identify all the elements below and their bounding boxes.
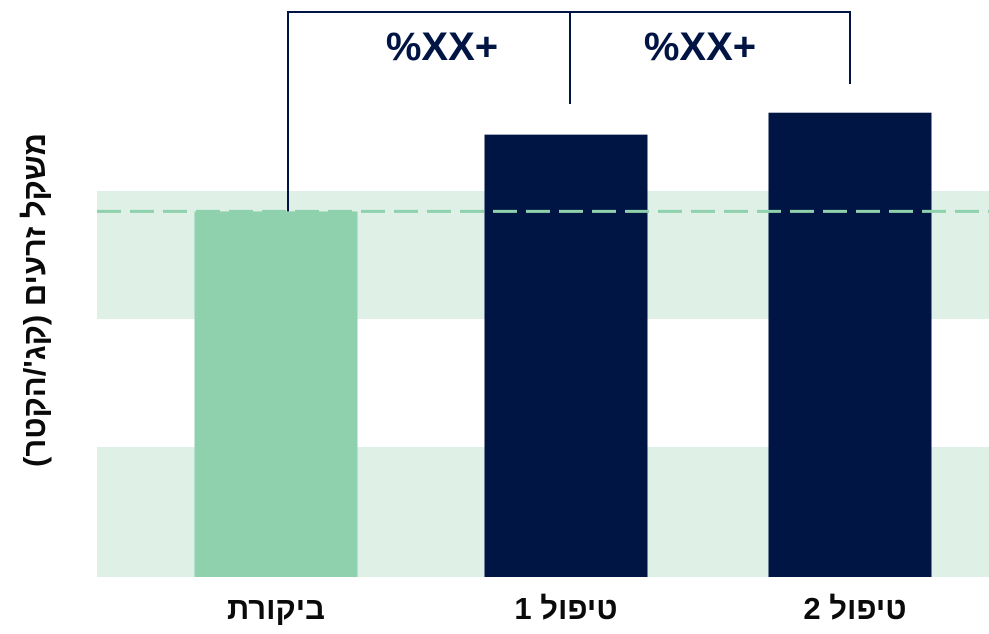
x-tick-label: ביקורת	[227, 591, 325, 626]
bar-treatment-1	[484, 134, 648, 577]
y-axis-label: משקל זרעים (קג'/הקטר)	[17, 133, 52, 467]
x-tick-label: טיפול 2	[803, 591, 906, 626]
annotation-label: %XX+	[386, 25, 498, 69]
x-tick-label: טיפול 1	[514, 591, 617, 626]
chart-labels: משקל זרעים (קג'/הקטר) %XX+ %XX+ ביקורת טיפו…	[17, 25, 907, 626]
bar-treatment-2	[768, 112, 932, 577]
comparison-bracket	[287, 11, 851, 212]
annotation-label: %XX+	[644, 25, 756, 69]
bar-control	[194, 211, 358, 577]
comparison-brackets	[287, 11, 851, 212]
bars	[194, 112, 932, 577]
